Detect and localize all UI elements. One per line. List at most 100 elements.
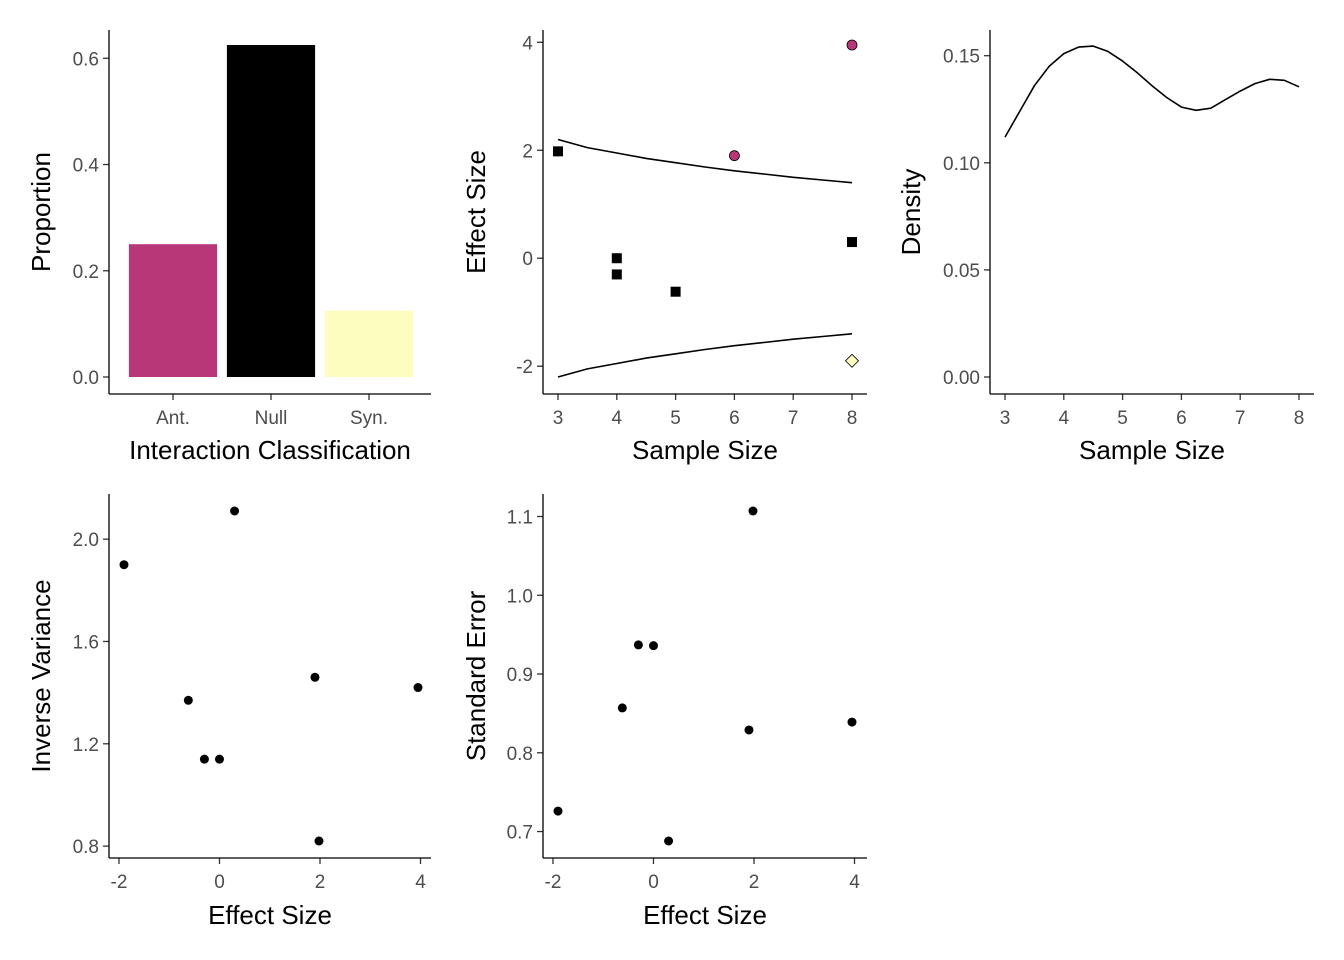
stderr-points	[553, 506, 857, 846]
funnel-x-tick-label: 7	[788, 408, 799, 429]
invvar-y-tick-label: 0.8	[73, 837, 99, 858]
density-y-tick-label: 0.15	[943, 47, 980, 68]
bar-x-tick-label: Ant.	[156, 408, 190, 429]
stderr-y-ticks: 0.7 0.8 0.9 1.0 1.1	[507, 508, 543, 844]
bar-y-tick-label: 0.4	[73, 156, 100, 177]
density-x-tick-label: 5	[1117, 408, 1128, 429]
funnel-y-axis-title: Effect Size	[461, 150, 491, 274]
density-y-tick-label: 0.05	[943, 261, 980, 282]
stderr-point	[664, 836, 674, 846]
density-x-ticks: 3 4 5 6 7 8	[1000, 394, 1305, 429]
invvar-x-axis-title: Effect Size	[208, 900, 332, 930]
funnel-y-tick-label: 4	[522, 33, 533, 54]
density-x-tick-label: 8	[1294, 408, 1305, 429]
invvar-points	[119, 506, 423, 846]
funnel-points	[553, 39, 860, 368]
funnel-y-ticks: -2 0 2 4	[516, 33, 543, 378]
stderr-point	[744, 725, 754, 735]
density-y-tick-label: 0.10	[943, 154, 980, 175]
invvar-y-tick-label: 2.0	[73, 530, 99, 551]
funnel-point-null	[670, 286, 681, 297]
bar-x-tick-label: Syn.	[350, 408, 388, 429]
bar-y-tick-label: 0.6	[73, 49, 99, 70]
bar-marks	[128, 45, 414, 377]
panel-funnel-plot: -2 0 2 4 3 4 5 6 7 8 Sample Size Effect Size	[461, 30, 867, 465]
funnel-point-null	[611, 253, 622, 264]
density-x-tick-label: 7	[1235, 408, 1246, 429]
bar-x-axis-title: Interaction Classification	[129, 435, 411, 465]
stderr-point	[847, 717, 857, 727]
stderr-x-ticks: -2 0 2 4	[545, 858, 860, 893]
stderr-y-tick-label: 0.9	[507, 665, 533, 686]
bar-x-tick-label: Null	[255, 408, 288, 429]
invvar-point	[314, 836, 324, 846]
invvar-x-tick-label: 4	[415, 872, 426, 893]
funnel-point-ant	[729, 150, 740, 162]
funnel-y-tick-label: 2	[522, 141, 533, 162]
invvar-y-ticks: 0.8 1.2 1.6 2.0	[73, 530, 109, 858]
panel-proportion-bar: 0.0 0.2 0.4 0.6 Ant. Null Syn. Interaction Cl…	[26, 30, 431, 465]
invvar-point	[214, 754, 224, 764]
bar-x-ticks: Ant. Null Syn.	[156, 394, 388, 429]
stderr-x-tick-label: 4	[849, 872, 860, 893]
stderr-point	[648, 641, 658, 651]
panel-density: 0.00 0.05 0.10 0.15 3 4 5 6 7 8 Sample Size Dens…	[896, 30, 1314, 465]
stderr-point	[633, 640, 643, 650]
funnel-x-tick-label: 6	[729, 408, 740, 429]
stderr-y-tick-label: 0.7	[507, 823, 533, 844]
stderr-x-tick-label: 2	[749, 872, 760, 893]
funnel-point-syn	[844, 353, 860, 368]
stderr-y-axis-title: Standard Error	[461, 590, 491, 761]
funnel-lower-bound	[557, 333, 853, 378]
density-x-tick-label: 3	[1000, 408, 1011, 429]
bar-y-axis-title: Proportion	[26, 152, 56, 272]
invvar-point	[119, 560, 129, 570]
invvar-point	[183, 695, 193, 705]
stderr-y-tick-label: 1.1	[507, 508, 533, 529]
invvar-y-tick-label: 1.6	[73, 632, 99, 653]
bar-ant	[128, 244, 218, 377]
panel-inverse-variance: 0.8 1.2 1.6 2.0 -2 0 2 4 Effect Size Inverse V…	[26, 494, 431, 930]
bar-null	[226, 45, 316, 377]
funnel-point-ant	[846, 39, 858, 51]
stderr-x-tick-label: 0	[648, 872, 659, 893]
stderr-x-axis-title: Effect Size	[643, 900, 767, 930]
density-y-ticks: 0.00 0.05 0.10 0.15	[943, 47, 990, 389]
stderr-point	[617, 703, 627, 713]
bar-syn	[324, 310, 414, 377]
invvar-y-tick-label: 1.2	[73, 735, 99, 756]
density-x-axis-title: Sample Size	[1079, 435, 1225, 465]
density-x-tick-label: 4	[1059, 408, 1070, 429]
invvar-x-tick-label: -2	[111, 872, 128, 893]
funnel-x-tick-label: 3	[553, 408, 564, 429]
invvar-x-ticks: -2 0 2 4	[111, 858, 426, 893]
invvar-point	[413, 683, 423, 693]
funnel-x-axis-title: Sample Size	[632, 435, 778, 465]
bar-y-tick-label: 0.0	[73, 368, 99, 389]
funnel-y-tick-label: 0	[522, 249, 533, 270]
funnel-point-null	[611, 269, 622, 280]
stderr-x-tick-label: -2	[545, 872, 562, 893]
funnel-upper-bound	[557, 138, 853, 184]
funnel-point-null	[553, 146, 563, 157]
funnel-x-ticks: 3 4 5 6 7 8	[553, 394, 858, 429]
density-line	[1004, 45, 1300, 138]
stderr-y-tick-label: 1.0	[507, 586, 533, 607]
density-y-axis-title: Density	[896, 169, 926, 256]
stderr-y-tick-label: 0.8	[507, 744, 533, 765]
funnel-bound-lines	[557, 138, 853, 378]
funnel-x-tick-label: 8	[847, 408, 858, 429]
invvar-x-tick-label: 0	[214, 872, 225, 893]
density-curve	[1004, 45, 1300, 138]
funnel-x-tick-label: 4	[612, 408, 623, 429]
density-x-tick-label: 6	[1176, 408, 1187, 429]
bar-y-ticks: 0.0 0.2 0.4 0.6	[73, 49, 109, 389]
stderr-point	[553, 806, 563, 816]
funnel-y-tick-label: -2	[516, 357, 533, 378]
invvar-y-axis-title: Inverse Variance	[26, 579, 56, 772]
panel-standard-error: 0.7 0.8 0.9 1.0 1.1 -2 0 2 4 Effect Size Standa…	[461, 494, 867, 930]
stderr-point	[748, 506, 758, 516]
density-y-tick-label: 0.00	[943, 368, 980, 389]
invvar-point	[199, 754, 209, 764]
